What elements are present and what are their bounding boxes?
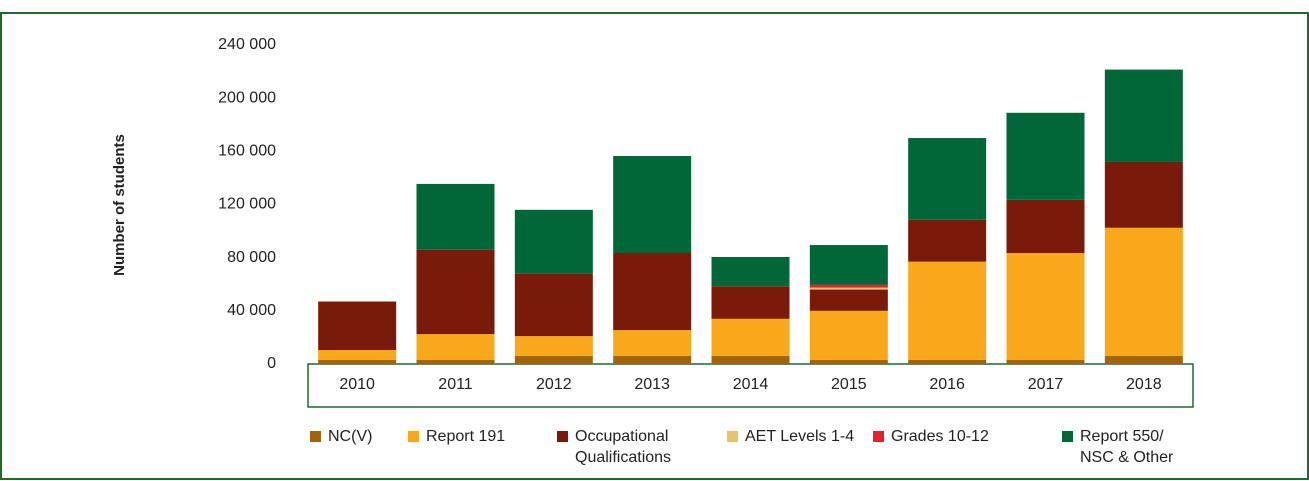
x-tick-label: 2015	[831, 376, 867, 393]
legend-label: Grades 10-12	[891, 428, 989, 445]
bar-segment	[1006, 253, 1085, 361]
legend-item: Occupational Qualifications	[557, 426, 707, 468]
legend-swatch	[408, 431, 419, 442]
y-tick-label: 120 000	[218, 196, 276, 213]
x-tick-label: 2012	[536, 376, 572, 393]
bar-segment	[613, 253, 692, 331]
y-tick-label: 240 000	[218, 36, 276, 53]
legend-label: Report 191	[426, 428, 506, 445]
bar-segment	[318, 360, 397, 364]
legend-item: Report 550/ NSC & Other	[1062, 426, 1192, 468]
legend-label: Report 550/ NSC & Other	[1080, 428, 1174, 466]
frame	[0, 12, 1309, 480]
bar-segment	[908, 360, 987, 364]
bar-segment	[514, 209, 593, 274]
y-tick-label: 40 000	[227, 302, 276, 319]
bar-segment	[711, 257, 790, 287]
legend-swatch	[310, 431, 321, 442]
x-tick-label: 2010	[339, 376, 375, 393]
bar-segment	[809, 310, 888, 361]
legend-swatch	[727, 431, 738, 442]
bar-segment	[1104, 227, 1183, 357]
bar-segment	[1104, 69, 1183, 162]
legend-swatch	[873, 431, 884, 442]
x-tick-label: 2013	[634, 376, 670, 393]
legend-item: Grades 10-12	[873, 426, 1043, 447]
bar-segment	[1104, 161, 1183, 228]
x-tick-label: 2014	[733, 376, 769, 393]
bar-segment	[613, 155, 692, 254]
bar-segment	[318, 301, 397, 351]
bar-segment	[1104, 356, 1183, 364]
bar-segment	[613, 330, 692, 357]
bar-segment	[1006, 360, 1085, 364]
y-tick-label: 160 000	[218, 143, 276, 160]
bar-segment	[908, 219, 987, 262]
bar-segment	[1006, 199, 1085, 254]
bar-segment	[416, 334, 495, 361]
legend-item: NC(V)	[310, 426, 390, 447]
legend-swatch	[1062, 431, 1073, 442]
y-tick-label: 80 000	[227, 249, 276, 266]
legend-item: AET Levels 1-4	[727, 426, 857, 447]
legend-item: Report 191	[408, 426, 538, 447]
bar-segment	[809, 289, 888, 311]
bar-segment	[514, 273, 593, 337]
bar-segment	[1006, 112, 1085, 200]
bar-segment	[711, 356, 790, 364]
bar-segment	[809, 360, 888, 364]
legend-label: Occupational Qualifications	[575, 428, 672, 466]
bar-segment	[809, 245, 888, 285]
x-tick-label: 2018	[1126, 376, 1162, 393]
bar-segment	[711, 318, 790, 357]
bar-segment	[318, 350, 397, 361]
x-tick-label: 2016	[929, 376, 965, 393]
bar-segment	[416, 249, 495, 335]
y-tick-label: 0	[267, 355, 276, 372]
y-tick-label: 200 000	[218, 89, 276, 106]
bar-segment	[711, 286, 790, 319]
legend-label: NC(V)	[328, 428, 373, 445]
bar-segment	[809, 287, 888, 290]
x-tick-label: 2011	[438, 376, 473, 393]
bar-segment	[908, 138, 987, 220]
legend-label: AET Levels 1-4	[745, 428, 855, 445]
y-axis-label: Number of students	[111, 134, 128, 276]
bar-segment	[613, 356, 692, 364]
legend-swatch	[557, 431, 568, 442]
bar-segment	[416, 183, 495, 250]
bar-segment	[908, 261, 987, 361]
x-tick-label: 2017	[1028, 376, 1064, 393]
bar-segment	[416, 360, 495, 364]
bar-segment	[809, 284, 888, 288]
bar-segment	[514, 336, 593, 357]
bar-segment	[514, 356, 593, 364]
